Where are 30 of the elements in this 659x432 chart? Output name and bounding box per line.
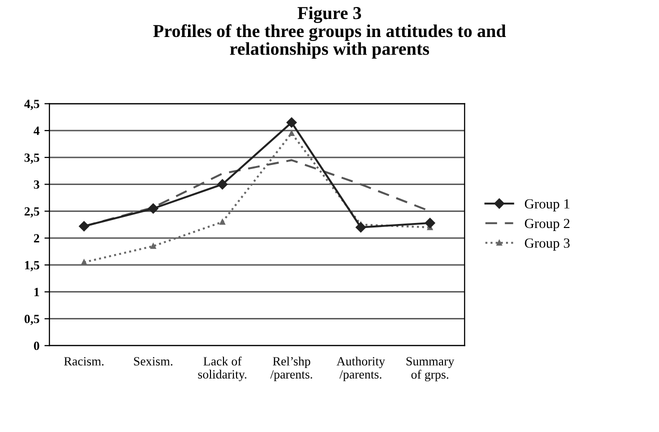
y-tick-label: 2,5 xyxy=(24,207,40,218)
point xyxy=(217,179,228,190)
x-tick-label: Rel’shp /parents. xyxy=(270,356,312,382)
y-tick-label: 4,5 xyxy=(24,100,40,110)
x-tick-label: Summary of grps. xyxy=(406,357,454,382)
x-tick-label: Lack of solidarity. xyxy=(198,356,246,382)
y-tick-label: 0,5 xyxy=(24,314,40,325)
legend-label: Group 1 xyxy=(524,199,570,212)
point xyxy=(78,221,90,232)
point xyxy=(220,219,226,225)
point xyxy=(150,243,156,249)
x-tick-label: Sexism. xyxy=(134,357,172,366)
point xyxy=(424,218,436,228)
y-tick-label: 4 xyxy=(34,126,40,135)
y-tick-label: 1,5 xyxy=(25,261,40,272)
y-tick-label: 2 xyxy=(34,234,40,242)
y-tick-label: 0 xyxy=(34,342,40,350)
y-tick-label: 3 xyxy=(34,180,40,189)
x-tick-label: Racism. xyxy=(64,357,104,366)
point xyxy=(288,130,294,136)
point xyxy=(356,222,366,232)
point xyxy=(81,259,87,266)
y-tick-label: 3,5 xyxy=(24,154,40,164)
legend-label: Group 2 xyxy=(524,218,570,231)
y-tick-label: 1 xyxy=(34,288,40,296)
legend-label: Group 3 xyxy=(524,238,570,251)
point xyxy=(148,203,158,214)
x-tick-label: Authority /parents. xyxy=(336,356,386,382)
point xyxy=(286,117,297,128)
chart-title: Figure 3 Profiles of the three groups in attitudes to and relationships with parents xyxy=(153,6,506,59)
